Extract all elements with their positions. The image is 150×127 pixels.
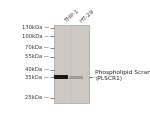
Text: 55kDa —: 55kDa —: [25, 54, 49, 59]
Bar: [69, 76, 83, 79]
Text: THP-1: THP-1: [63, 9, 80, 24]
Text: 25kDa —: 25kDa —: [25, 95, 49, 100]
Bar: [54, 25, 88, 103]
Text: HT-29: HT-29: [79, 9, 95, 24]
Text: 40kDa —: 40kDa —: [25, 67, 49, 72]
Text: 70kDa —: 70kDa —: [25, 45, 49, 50]
Text: 100kDa —: 100kDa —: [22, 34, 49, 39]
Text: 130kDa —: 130kDa —: [22, 25, 49, 30]
Bar: [54, 75, 68, 79]
Text: Phospholipid Scramblase 1
(PLSCR1): Phospholipid Scramblase 1 (PLSCR1): [96, 70, 150, 81]
Text: 35kDa —: 35kDa —: [25, 75, 49, 80]
